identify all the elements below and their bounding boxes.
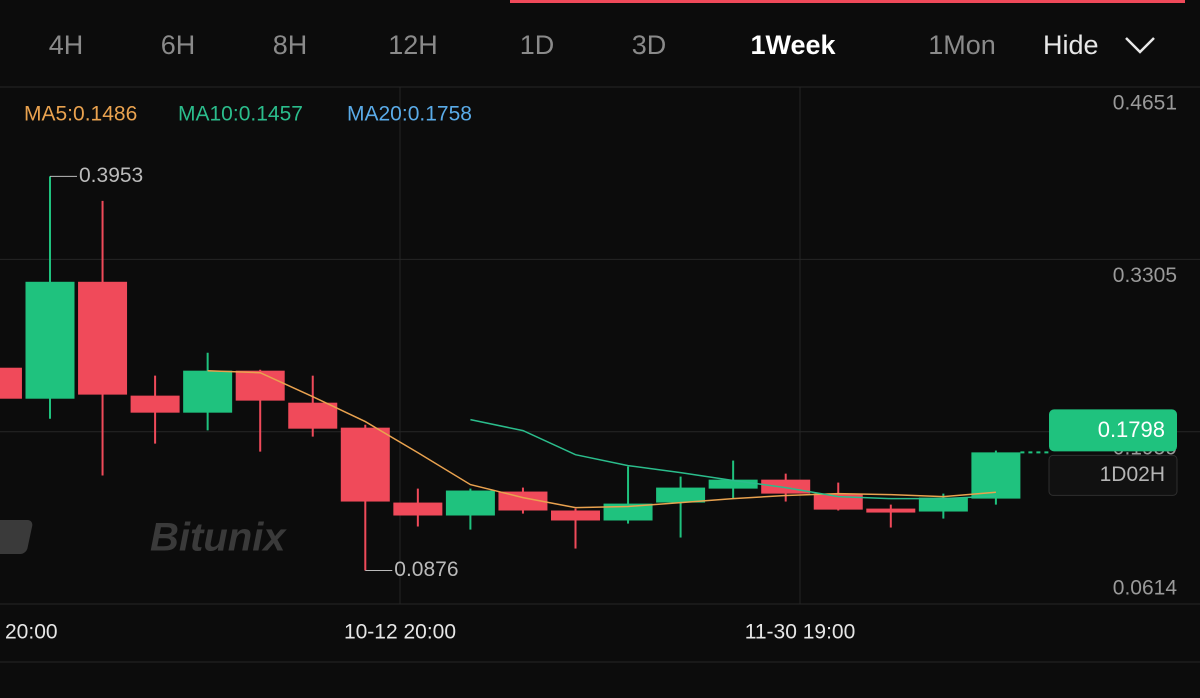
candle-body <box>866 508 916 513</box>
tab[interactable]: 1Week <box>750 30 836 60</box>
tab[interactable]: 4H <box>49 30 84 60</box>
low-label: 0.0876 <box>394 558 458 581</box>
x-tick-label: 10-12 20:00 <box>344 621 456 644</box>
candle-body <box>971 452 1021 499</box>
candle-body <box>78 281 128 395</box>
candle-body <box>656 487 706 503</box>
price-badge <box>1049 409 1177 452</box>
legend-entry: MA5:0.1486 <box>24 103 137 126</box>
candle-body <box>0 367 22 399</box>
tab[interactable]: 6H <box>161 30 196 60</box>
candle-body <box>918 497 968 512</box>
candle-body <box>551 510 600 521</box>
tab[interactable]: 12H <box>388 30 438 60</box>
candle-body <box>340 427 390 502</box>
candle-body <box>708 479 758 489</box>
legend-entry: MA20:0.1758 <box>347 103 472 126</box>
y-tick-label: 0.3305 <box>1113 264 1177 287</box>
candle-body <box>445 490 495 516</box>
tab[interactable]: 1Mon <box>928 30 996 60</box>
x-tick-label: 11-30 19:00 <box>745 621 856 644</box>
plot: Bitunix0.46510.33050.19590.061420:0010-1… <box>0 86 1200 644</box>
candle-body <box>288 402 338 429</box>
chevron-icon[interactable] <box>1125 37 1155 54</box>
watermark-logo <box>0 520 33 554</box>
hide-button[interactable]: Hide <box>1043 30 1099 60</box>
candle-body <box>183 370 233 413</box>
candle-body <box>761 479 811 494</box>
candle-body <box>498 491 548 511</box>
ma-line <box>470 418 996 500</box>
legend-entry: MA10:0.1457 <box>178 103 303 126</box>
candle-body <box>393 502 443 516</box>
timeframe-tabs: 4H 6H 8H 12H 1D 3D 1Week 1Mon Hide <box>49 30 1155 60</box>
tab[interactable]: 1D <box>520 30 555 60</box>
candle-body <box>235 370 285 401</box>
candle-body <box>25 281 75 399</box>
top-accent <box>510 0 1185 3</box>
tab[interactable]: 8H <box>273 30 308 60</box>
y-tick-label: 0.4651 <box>1113 92 1177 115</box>
last-price: 0.1798 <box>1098 417 1165 442</box>
candle-body <box>130 395 180 413</box>
countdown-box <box>1048 454 1178 496</box>
y-tick-label: 0.0614 <box>1113 577 1178 600</box>
tab[interactable]: 3D <box>632 30 667 60</box>
x-tick-label: 20:00 <box>5 621 58 644</box>
watermark: Bitunix <box>150 516 287 560</box>
candle-body <box>603 503 653 521</box>
ma-line <box>207 369 996 509</box>
high-label: 0.3953 <box>79 164 143 187</box>
countdown: 1D02H <box>1100 463 1165 486</box>
